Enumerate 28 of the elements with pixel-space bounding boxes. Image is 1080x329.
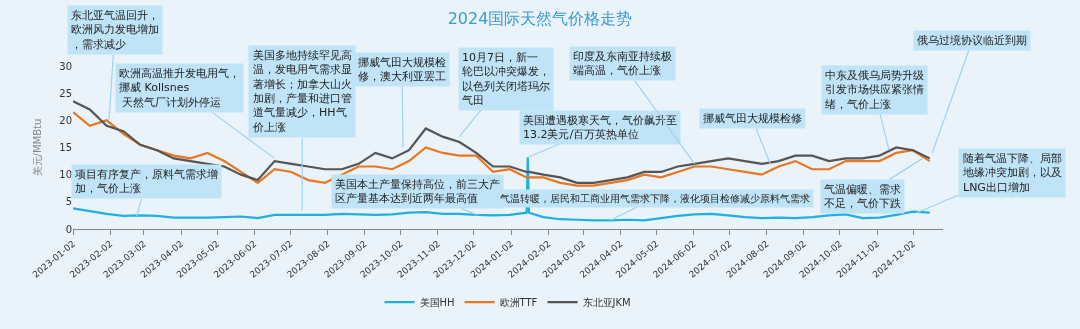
annotation: 美国遭遇极寒天气，气价飙升至13.2美元/百万英热单位 bbox=[523, 114, 677, 142]
y-axis-title: 美元/MMBtu bbox=[32, 118, 44, 177]
annotation: 东北亚气温回升，欧洲风力发电增加，需求减少 bbox=[71, 9, 159, 51]
y-tick-label: 20 bbox=[59, 114, 72, 126]
annotation: 随着气温下降、局部地缘冲突加剧，以及LNG出口增加 bbox=[962, 152, 1062, 194]
annotation: 俄乌过境协议临近到期 bbox=[917, 34, 1027, 47]
annotation: 气温转暖，居民和工商业用气需求下降，液化项目检修减少原料气需求 bbox=[500, 193, 810, 204]
line-series bbox=[73, 156, 931, 222]
annotation: 项目有序复产，原料气需求增加，气价上涨 bbox=[75, 168, 218, 196]
annotation: 印度及东南亚持续极端高温，气价上涨 bbox=[573, 50, 672, 78]
y-tick-label: 10 bbox=[59, 169, 72, 181]
annotation: 气温偏暖、需求不足，气价下跌 bbox=[824, 183, 901, 211]
y-tick-label: 0 bbox=[65, 223, 72, 235]
annotation: 欧洲高温推升发电用气，挪威 Kollsnes 天然气厂计划外停运 bbox=[119, 67, 240, 109]
legend-label: 欧洲TTF bbox=[499, 297, 538, 309]
annotation: 10月7日，新一轮巴以冲突爆发，以色列关闭塔玛尔气田 bbox=[462, 51, 550, 107]
y-tick-label: 15 bbox=[59, 142, 72, 153]
legend-label: 东北亚JKM bbox=[582, 297, 631, 309]
chart-title: 2024国际天然气价格走势 bbox=[447, 9, 633, 29]
annotation: 中东及俄乌局势升级引发市场供应紧张情绪，气价上涨 bbox=[825, 69, 924, 111]
y-tick-label: 5 bbox=[65, 196, 72, 208]
y-tick-label: 25 bbox=[59, 87, 72, 99]
annotation: 挪威气田大规模检修 bbox=[703, 112, 802, 125]
y-tick-label: 30 bbox=[59, 60, 72, 72]
legend-label: 美国HH bbox=[419, 297, 455, 309]
annotation: 挪威气田大规模检修，澳大利亚罢工 bbox=[358, 56, 446, 84]
annotation: 美国本土产量保持高位，前三大产区产量基本达到近两年最高值 bbox=[335, 178, 500, 206]
annotation: 美国多地持续罕见高温，发电用气需求显著增长；加拿大山火加剧，产量和进口管道气量减少，HH气价上涨 bbox=[252, 49, 352, 134]
